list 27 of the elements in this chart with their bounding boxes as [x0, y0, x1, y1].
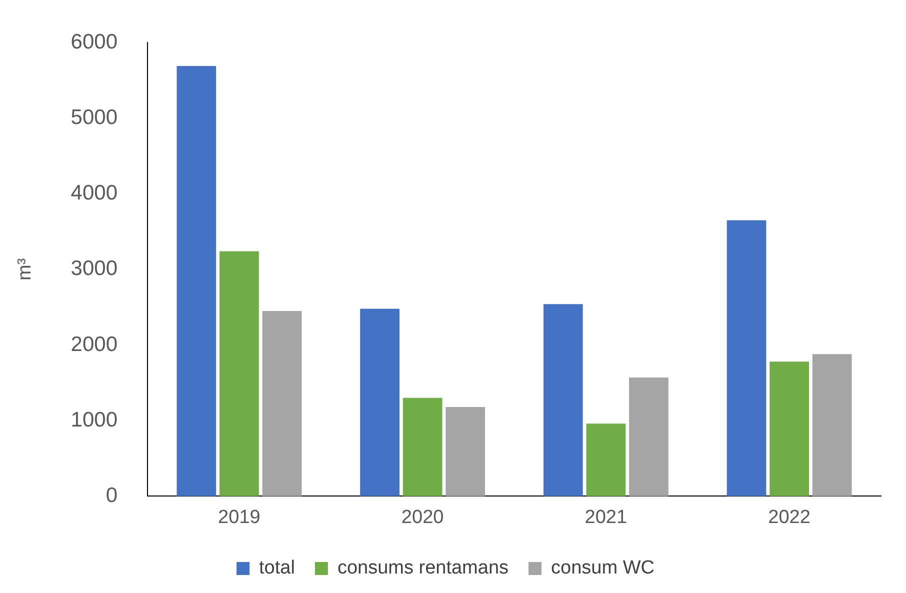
bar — [402, 398, 442, 496]
y-tick-label: 3000 — [70, 257, 118, 280]
y-axis-title: m³ — [14, 258, 36, 280]
y-tick-label: 6000 — [70, 30, 118, 54]
legend-label: consum WC — [551, 558, 654, 579]
y-tick-label: 4000 — [70, 182, 118, 205]
bar — [770, 362, 809, 496]
x-tick-label: 2022 — [768, 506, 810, 528]
y-tick-label: 2000 — [70, 332, 118, 356]
bar — [812, 354, 852, 496]
x-tick-label: 2020 — [401, 506, 444, 528]
y-tick-label: 5000 — [70, 106, 118, 129]
x-tick-label: 2019 — [218, 506, 260, 528]
bar — [446, 406, 486, 496]
x-tick-label: 2021 — [584, 506, 628, 528]
legend-label: consums rentamans — [337, 558, 509, 579]
bar — [360, 308, 400, 496]
y-tick-label: 1000 — [70, 408, 118, 432]
legend-label: total — [259, 558, 295, 579]
bar — [176, 66, 216, 496]
y-tick-label: 0 — [106, 484, 118, 507]
bar — [262, 310, 302, 496]
bar — [629, 378, 668, 496]
bar — [543, 304, 583, 496]
bar — [726, 220, 766, 496]
bar — [220, 251, 259, 496]
bar — [586, 424, 626, 496]
